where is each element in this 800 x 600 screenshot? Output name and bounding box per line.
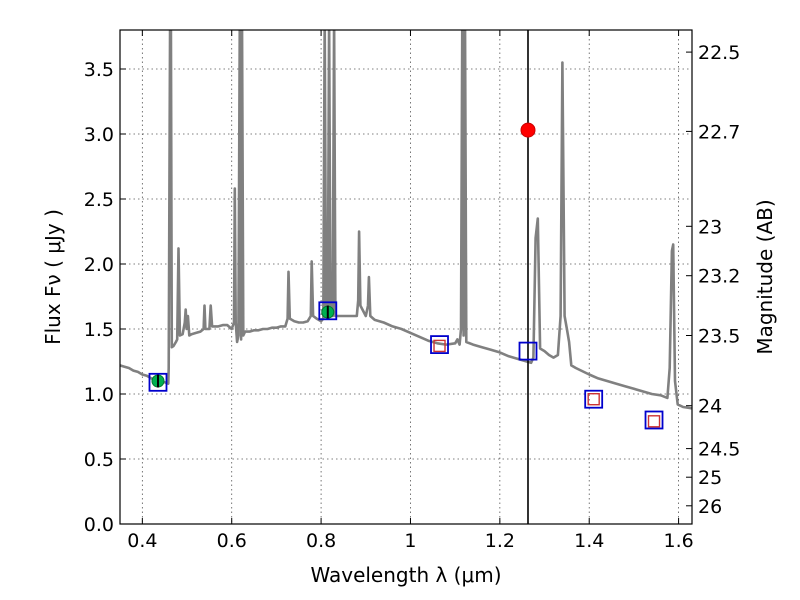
plot-frame: [119, 29, 693, 525]
y-tick-label: 2.5: [84, 189, 114, 211]
model-square-blue: [584, 389, 604, 409]
model-square-red: [647, 415, 661, 428]
x-tick-label: 1.4: [574, 530, 604, 552]
right-tick-label: 22.7: [698, 121, 740, 143]
x-axis-label: Wavelength λ (μm): [310, 563, 501, 587]
right-tick-label: 23.5: [698, 326, 740, 348]
x-tick-label: 1.6: [663, 530, 693, 552]
model-square-blue: [148, 372, 168, 392]
y-tick-label: 1.0: [84, 384, 114, 406]
right-tick-label: 24.5: [698, 439, 740, 461]
model-square-blue: [318, 301, 338, 321]
model-square-blue: [430, 335, 449, 355]
y-tick-label: 0.5: [84, 449, 114, 471]
model-square-red: [433, 339, 446, 353]
y-axis-label: Flux Fν ( μJy ): [41, 209, 65, 345]
right-tick-label: 23.2: [698, 266, 740, 288]
x-tick-label: 0.4: [127, 530, 157, 552]
y-tick-label: 1.5: [84, 319, 114, 341]
x-tick-label: 1.2: [485, 530, 515, 552]
x-tick-label: 1: [404, 530, 416, 552]
x-tick-label: 0.8: [306, 530, 336, 552]
y-tick-label: 2.0: [84, 254, 114, 276]
grid: [120, 30, 692, 524]
spectrum-line: [120, 30, 692, 410]
model-square-blue: [518, 341, 538, 361]
y-tick-label: 3.0: [84, 124, 114, 146]
right-tick-label: 23: [698, 216, 722, 238]
right-tick-label: 26: [698, 496, 722, 518]
x-tick-label: 0.6: [217, 530, 247, 552]
red-data-point: [520, 122, 536, 138]
model-square-red: [587, 393, 600, 406]
model-square-blue: [644, 410, 664, 430]
ticks: 0.4 0.6 0.8 1 1.2 1.4 1.6 0.0 0.5 1.0 1.5 2.0 2.5 3.0…: [84, 30, 740, 552]
right-tick-label: 22.5: [698, 42, 740, 64]
y-tick-label: 0.0: [84, 514, 114, 536]
plot-area: [120, 30, 692, 524]
right-tick-label: 25: [698, 467, 722, 489]
y-axis-right-label: Magnitude (AB): [753, 199, 777, 354]
y-tick-label: 3.5: [84, 59, 114, 81]
right-tick-label: 24: [698, 396, 722, 418]
